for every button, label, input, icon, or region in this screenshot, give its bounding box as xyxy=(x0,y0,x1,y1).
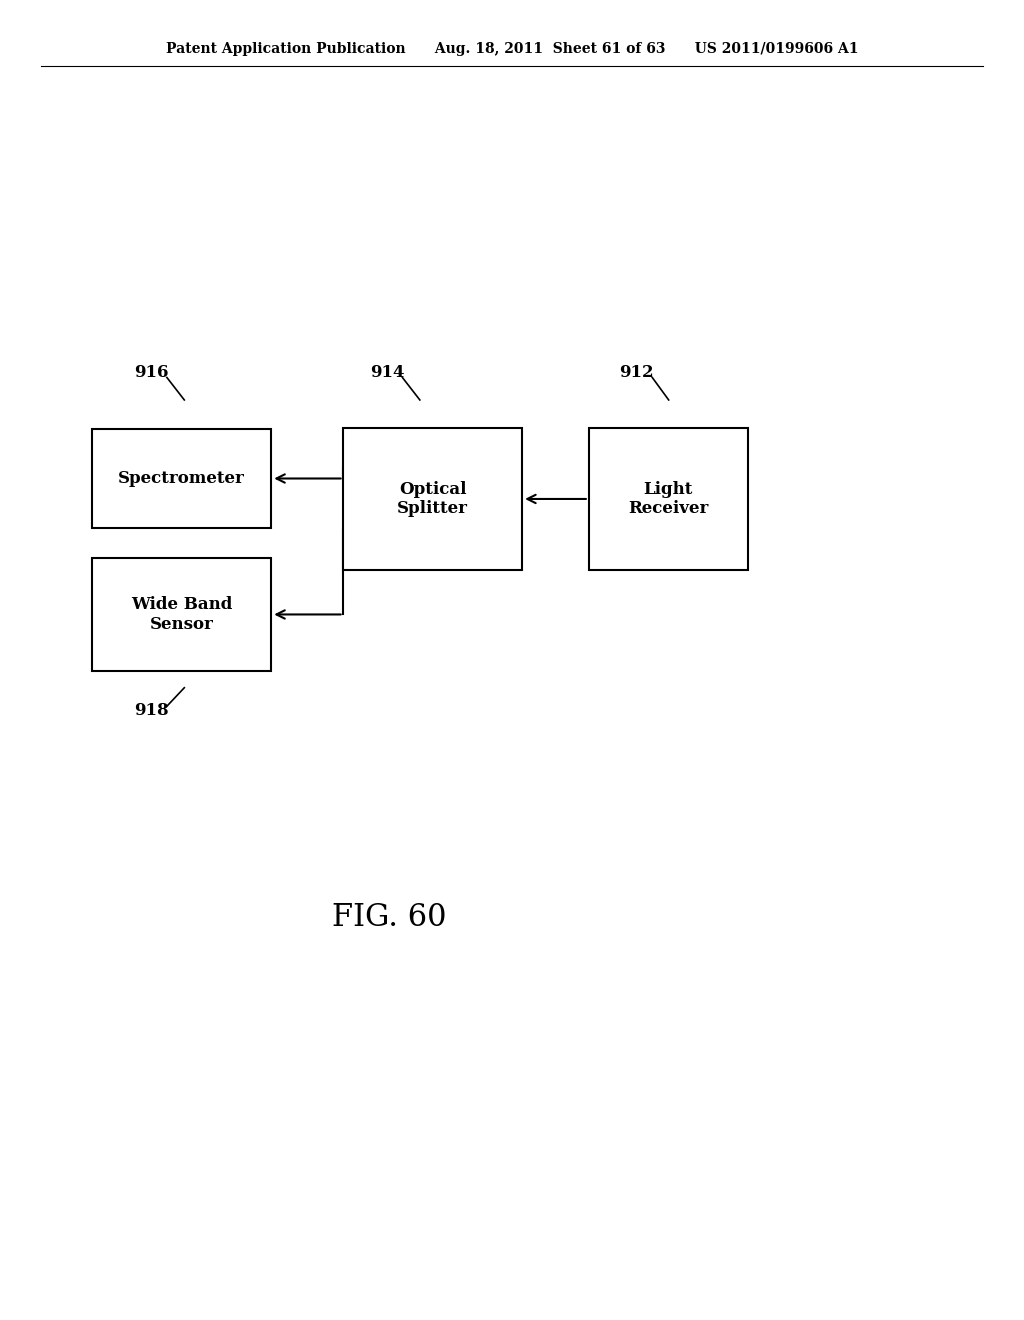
Bar xyxy=(92,558,271,671)
Bar xyxy=(343,428,522,570)
Bar xyxy=(92,429,271,528)
Text: FIG. 60: FIG. 60 xyxy=(332,902,446,933)
Text: Light
Receiver: Light Receiver xyxy=(628,480,709,517)
Text: 916: 916 xyxy=(134,364,169,380)
Text: Patent Application Publication      Aug. 18, 2011  Sheet 61 of 63      US 2011/0: Patent Application Publication Aug. 18, … xyxy=(166,42,858,55)
Text: 918: 918 xyxy=(134,702,169,718)
Text: 914: 914 xyxy=(370,364,404,380)
Text: Spectrometer: Spectrometer xyxy=(119,470,245,487)
Text: 912: 912 xyxy=(620,364,654,380)
Text: Optical
Splitter: Optical Splitter xyxy=(397,480,468,517)
Bar xyxy=(589,428,748,570)
Text: Wide Band
Sensor: Wide Band Sensor xyxy=(131,597,232,632)
